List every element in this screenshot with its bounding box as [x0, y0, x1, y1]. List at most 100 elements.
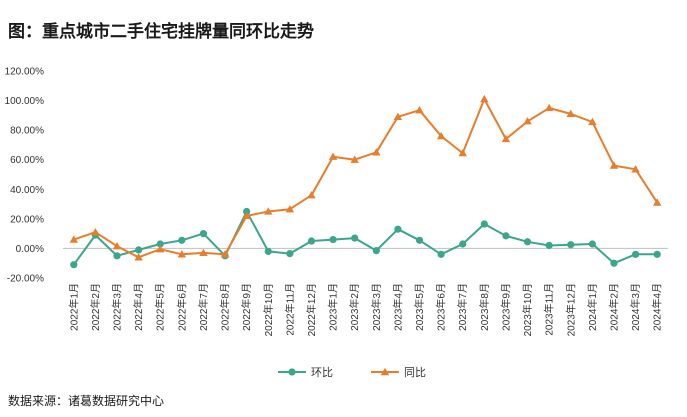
series-line-0: [72, 210, 658, 266]
x-tick-label: 2023年8月: [478, 283, 491, 331]
data-point: [631, 165, 640, 173]
data-point: [307, 191, 316, 199]
data-point: [351, 234, 359, 242]
legend-label: 环比: [311, 366, 333, 379]
x-axis: 2022年1月 2022年2月 2022年3月 2022年4月 2022年5月 2022年…: [67, 283, 663, 336]
legend-marker: [380, 367, 390, 376]
data-point: [394, 225, 402, 233]
data-point: [156, 244, 165, 253]
data-point: [631, 250, 640, 258]
x-tick-label: 2022年10月: [262, 283, 275, 336]
x-tick-label: 2023年9月: [499, 283, 512, 331]
x-tick-label: 2022年11月: [283, 283, 296, 336]
data-point: [285, 205, 295, 213]
x-tick-label: 2023年6月: [435, 283, 448, 331]
data-point: [372, 247, 380, 255]
data-point: [328, 152, 338, 160]
data-point: [220, 250, 230, 258]
y-tick-label: 40.00%: [10, 185, 44, 196]
data-point: [264, 207, 273, 215]
x-tick-label: 2022年5月: [154, 283, 167, 331]
data-point: [264, 247, 272, 255]
data-point: [178, 236, 186, 244]
data-point: [480, 220, 488, 228]
x-tick-label: 2023年1月: [327, 283, 340, 331]
data-point: [199, 248, 208, 257]
data-point: [437, 250, 445, 258]
data-point: [350, 155, 359, 163]
x-tick-label: 2022年3月: [111, 283, 124, 331]
data-point: [501, 134, 511, 143]
data-point: [372, 148, 381, 156]
data-point: [113, 252, 121, 260]
data-point: [588, 240, 596, 248]
x-tick-label: 2022年4月: [132, 283, 145, 331]
data-point: [545, 241, 553, 250]
x-tick-label: 2023年11月: [543, 283, 556, 336]
data-point: [91, 227, 100, 236]
data-point: [393, 112, 403, 120]
x-tick-label: 2024年4月: [651, 283, 664, 331]
y-tick-label: -20.00%: [7, 274, 44, 285]
x-tick-label: 2023年4月: [391, 283, 404, 331]
x-tick-label: 2022年7月: [197, 283, 210, 331]
data-point: [329, 235, 337, 244]
x-tick-label: 2024年2月: [607, 283, 620, 331]
data-point: [307, 237, 316, 245]
x-tick-label: 2023年10月: [521, 283, 534, 336]
data-point: [177, 250, 187, 258]
data-point: [566, 109, 575, 118]
data-point: [459, 240, 467, 248]
data-point: [653, 250, 661, 258]
data-point: [458, 148, 467, 157]
data-point: [523, 117, 532, 125]
y-tick-label: 0.00%: [16, 244, 44, 255]
data-point: [588, 117, 597, 126]
y-axis: 120.00% 100.00% 80.00% 60.00% 40.00% 20.00% 0.…: [5, 67, 45, 285]
data-point: [135, 246, 143, 254]
data-point: [436, 131, 446, 140]
x-tick-label: 2022年9月: [240, 283, 253, 331]
data-point: [610, 259, 618, 267]
data-point: [134, 253, 143, 261]
legend: 环比 同比: [278, 366, 426, 379]
data-point: [242, 211, 251, 220]
x-tick-label: 2022年6月: [175, 283, 188, 331]
y-tick-label: 80.00%: [10, 126, 44, 137]
data-point: [199, 230, 208, 238]
x-tick-label: 2022年2月: [89, 283, 102, 331]
x-tick-label: 2023年3月: [370, 283, 383, 331]
x-tick-label: 2023年5月: [413, 283, 426, 331]
x-tick-label: 2024年1月: [586, 283, 599, 331]
y-tick-label: 120.00%: [5, 67, 45, 78]
data-point: [567, 241, 575, 249]
data-point: [112, 242, 122, 250]
y-tick-label: 100.00%: [5, 96, 45, 107]
legend-label: 同比: [404, 366, 426, 379]
x-tick-label: 2023年7月: [456, 283, 469, 331]
data-point: [652, 198, 662, 206]
data-point: [480, 94, 489, 103]
series-layer: [69, 94, 662, 269]
y-tick-label: 20.00%: [10, 214, 44, 225]
data-point: [156, 240, 164, 248]
x-tick-label: 2022年12月: [305, 283, 318, 336]
data-point: [70, 261, 78, 269]
data-point: [502, 232, 510, 240]
x-tick-label: 2022年1月: [67, 283, 80, 331]
data-point: [243, 207, 251, 216]
data-point: [609, 161, 619, 169]
y-tick-label: 60.00%: [10, 155, 44, 166]
data-point: [286, 250, 294, 258]
series-line-1: [73, 98, 659, 259]
x-tick-label: 2024年3月: [629, 283, 642, 331]
chart-title: 图：重点城市二手住宅挂牌量同环比走势: [8, 22, 314, 41]
x-tick-label: 2023年12月: [564, 283, 577, 336]
data-point: [415, 105, 424, 114]
source-note: 数据来源：诸葛数据研究中心: [8, 394, 165, 408]
data-point: [69, 235, 79, 243]
data-point: [415, 236, 424, 244]
data-point: [544, 103, 554, 112]
x-tick-label: 2022年8月: [219, 283, 232, 331]
